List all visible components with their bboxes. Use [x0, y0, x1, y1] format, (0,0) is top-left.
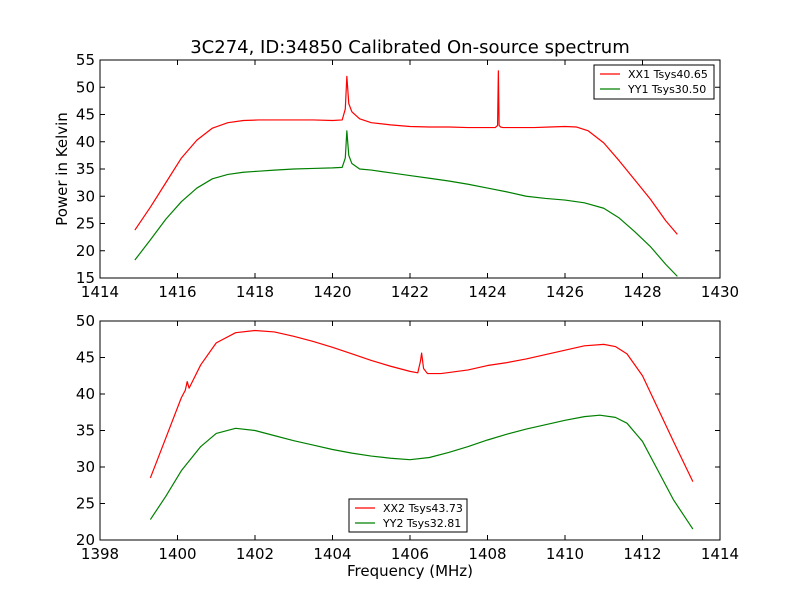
x-tick-label: 1406	[391, 545, 429, 563]
legend-entry: YY1 Tsys30.50	[627, 83, 706, 96]
x-tick-label: 1398	[81, 545, 119, 563]
legend-1: XX1 Tsys40.65 YY1 Tsys30.50	[593, 64, 715, 100]
x-tick-label: 1408	[468, 545, 506, 563]
x-tick-label: 1412	[623, 545, 661, 563]
y-tick-label: 50	[76, 78, 95, 96]
y-tick-label: 20	[76, 531, 95, 549]
figure-title: 3C274, ID:34850 Calibrated On-source spe…	[190, 37, 630, 58]
y-tick-label: 50	[76, 312, 95, 330]
y-tick-label: 45	[76, 106, 95, 124]
y-tick-label: 40	[76, 133, 95, 151]
x-tick-label: 1400	[158, 545, 196, 563]
series-line-1-1	[134, 70, 678, 235]
x-tick-label: 1410	[546, 545, 584, 563]
x-tick-label: 1402	[236, 545, 274, 563]
x-tick-label: 1418	[236, 283, 274, 301]
x-tick-label: 1422	[391, 283, 429, 301]
x-tick-label: 1414	[81, 283, 119, 301]
subplot-2: 1398 1400 1402 1404 1406 1408 1410 1412 1414 20 25…	[76, 312, 739, 580]
x-tick-label: 1416	[158, 283, 196, 301]
y-tick-label: 35	[76, 160, 95, 178]
series-line-2-2	[149, 414, 694, 530]
x-tick-label: 1424	[468, 283, 506, 301]
y-tick-label: 55	[76, 51, 95, 69]
x-tick-label: 1420	[313, 283, 351, 301]
x-axis-label: Frequency (MHz)	[347, 562, 473, 580]
legend-2: XX2 Tsys43.73 YY2 Tsys32.81	[348, 498, 468, 533]
y-tick-label: 45	[76, 349, 95, 367]
y-tick-label: 15	[76, 269, 95, 287]
subplot-1: 1414 1416 1418 1420 1422 1424 1426 1428 1430 15 20…	[53, 51, 739, 301]
x-tick-label: 1414	[701, 545, 739, 563]
series-line-1-2	[134, 130, 678, 277]
legend-entry: YY2 Tsys32.81	[382, 517, 461, 530]
y-tick-label: 35	[76, 422, 95, 440]
x-tick-label: 1404	[313, 545, 351, 563]
legend-entry: XX1 Tsys40.65	[628, 68, 708, 81]
y-axis-label: Power in Kelvin	[53, 112, 71, 226]
y-tick-label: 25	[76, 495, 95, 513]
legend-entry: XX2 Tsys43.73	[383, 502, 463, 515]
y-tick-label: 20	[76, 242, 95, 260]
legend-box	[348, 498, 468, 533]
x-tick-label: 1426	[546, 283, 584, 301]
y-tick-label: 25	[76, 215, 95, 233]
x-tick-label: 1428	[623, 283, 661, 301]
y-tick-label: 40	[76, 385, 95, 403]
y-tick-label: 30	[76, 458, 95, 476]
y-tick-label: 30	[76, 187, 95, 205]
legend-box	[593, 64, 715, 100]
x-tick-label: 1430	[701, 283, 739, 301]
plots-container: 1414 1416 1418 1420 1422 1424 1426 1428 1430 15 20…	[53, 51, 739, 580]
series-line-2-1	[149, 329, 694, 482]
